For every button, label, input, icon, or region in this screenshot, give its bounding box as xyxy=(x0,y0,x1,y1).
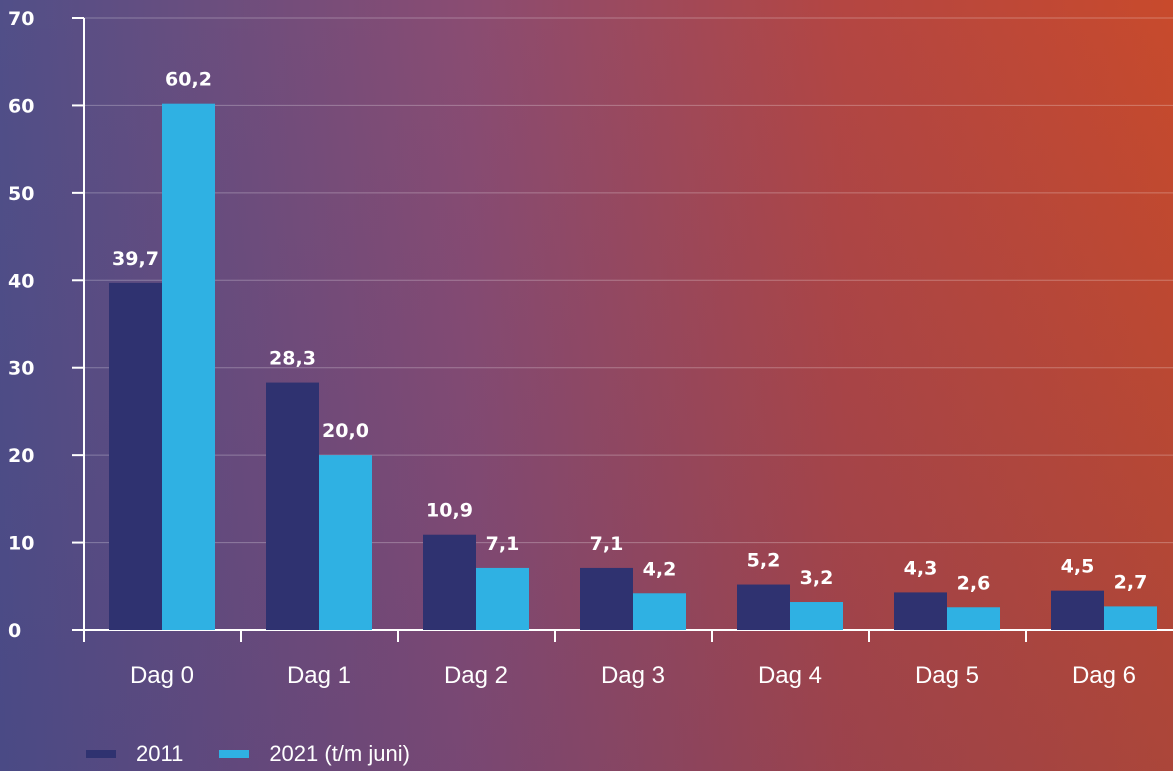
x-tick-label-dag-4: Dag 4 xyxy=(758,662,822,689)
bar-2021-dag-5 xyxy=(947,607,1000,630)
bar-2011-dag-0 xyxy=(109,282,162,630)
data-label-2011-dag-1: 28,3 xyxy=(269,348,316,370)
bar-2021-dag-3 xyxy=(633,593,686,630)
data-label-2011-dag-2: 10,9 xyxy=(426,500,473,522)
data-label-2011-dag-3: 7,1 xyxy=(590,533,624,555)
data-label-2011-dag-5: 4,3 xyxy=(904,557,938,579)
data-label-2021-dag-1: 20,0 xyxy=(322,420,369,442)
data-label-2021-dag-2: 7,1 xyxy=(486,533,520,555)
bar-2011-dag-6 xyxy=(1051,590,1104,630)
y-tick-label-20: 20 xyxy=(8,445,34,467)
bar-2021-dag-1 xyxy=(319,455,372,630)
data-label-2021-dag-0: 60,2 xyxy=(165,69,212,91)
bar-2011-dag-3 xyxy=(580,567,633,630)
bar-2021-dag-4 xyxy=(790,602,843,630)
bar-2021-dag-2 xyxy=(476,567,529,630)
y-tick-label-60: 60 xyxy=(8,95,34,117)
bar-2011-dag-2 xyxy=(423,534,476,630)
data-label-2021-dag-4: 3,2 xyxy=(800,567,834,589)
x-tick-label-dag-2: Dag 2 xyxy=(444,662,508,689)
data-label-2021-dag-6: 2,7 xyxy=(1114,571,1148,593)
data-label-2021-dag-5: 2,6 xyxy=(957,572,991,594)
x-tick-label-dag-1: Dag 1 xyxy=(287,662,351,689)
data-label-2011-dag-4: 5,2 xyxy=(747,550,781,572)
legend-swatch-2011 xyxy=(86,750,116,758)
bar-2021-dag-0 xyxy=(162,103,215,631)
bar-2011-dag-4 xyxy=(737,584,790,630)
x-tick-label-dag-3: Dag 3 xyxy=(601,662,665,689)
y-tick-label-70: 70 xyxy=(8,8,34,30)
bar-2021-dag-6 xyxy=(1104,606,1157,630)
data-label-2011-dag-6: 4,5 xyxy=(1061,556,1095,578)
y-tick-label-30: 30 xyxy=(8,358,34,380)
bar-2011-dag-5 xyxy=(894,592,947,630)
data-label-2021-dag-3: 4,2 xyxy=(643,558,677,580)
y-tick-label-50: 50 xyxy=(8,183,34,205)
x-tick-label-dag-6: Dag 6 xyxy=(1072,662,1136,689)
legend-swatch-2021 xyxy=(219,750,250,758)
legend: 2011 2021 (t/m juni) xyxy=(86,739,446,769)
y-tick-label-10: 10 xyxy=(8,533,34,555)
data-label-2011-dag-0: 39,7 xyxy=(112,248,159,270)
legend-label-2021: 2021 (t/m juni) xyxy=(269,741,410,766)
bar-2011-dag-1 xyxy=(266,382,319,630)
legend-item-2021: 2021 (t/m juni) xyxy=(219,741,410,767)
legend-item-2011: 2011 xyxy=(86,741,183,767)
x-tick-label-dag-5: Dag 5 xyxy=(915,662,979,689)
y-tick-label-40: 40 xyxy=(8,270,34,292)
x-tick-label-dag-0: Dag 0 xyxy=(130,662,194,689)
y-tick-label-0: 0 xyxy=(8,620,21,642)
legend-label-2011: 2011 xyxy=(136,741,184,766)
